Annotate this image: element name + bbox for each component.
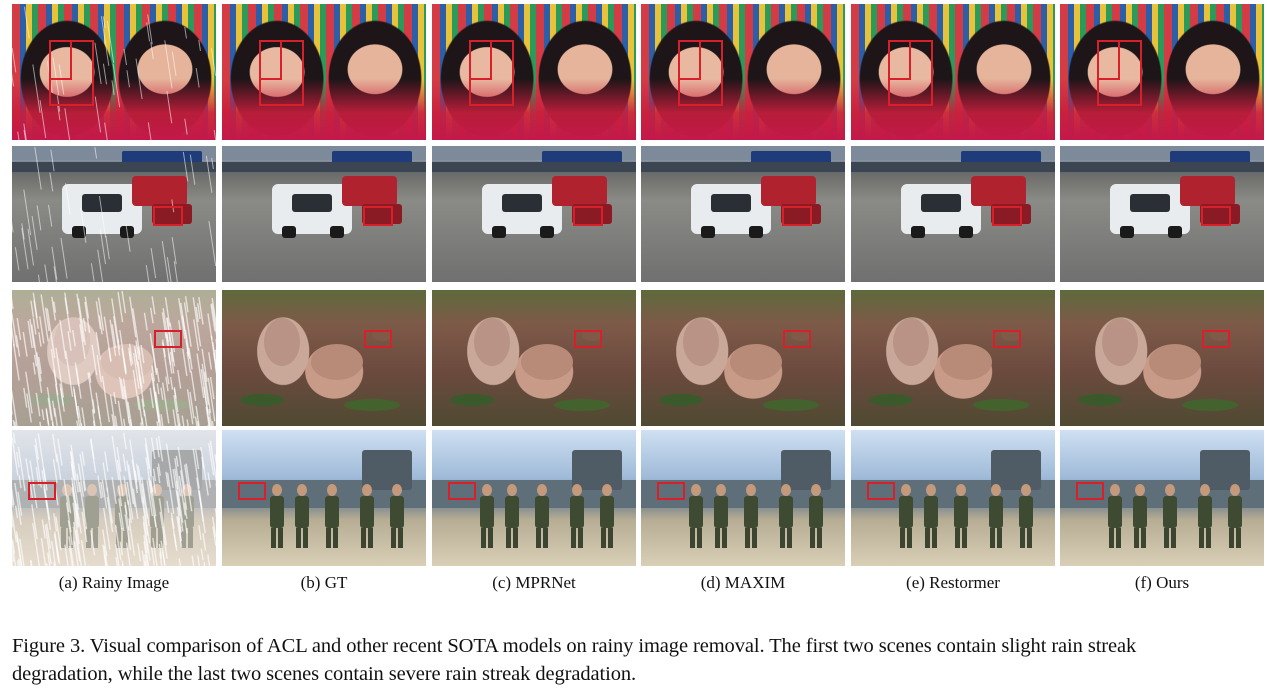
caption-line-1: Figure 3. Visual comparison of ACL and o… <box>12 635 1137 657</box>
highlight-box <box>364 330 392 348</box>
image-row4-col4 <box>641 430 845 566</box>
highlight-box-inner <box>888 40 911 80</box>
image-row1-col5 <box>851 4 1055 140</box>
image-row4-col6 <box>1060 430 1264 566</box>
highlight-box <box>783 330 811 348</box>
image-row3-col6 <box>1060 290 1264 426</box>
image-row4-col2 <box>222 430 426 566</box>
image-row2-col4 <box>641 146 845 282</box>
column-label-gt: (b) GT <box>300 573 348 592</box>
image-row4-col1 <box>12 430 216 566</box>
highlight-box <box>574 330 602 348</box>
highlight-box <box>782 206 812 226</box>
highlight-box <box>363 206 393 226</box>
column-label-ours: (f) Ours <box>1134 573 1190 592</box>
image-row2-col5 <box>851 146 1055 282</box>
image-row3-col1 <box>12 290 216 426</box>
column-label-maxim: (d) MAXIM <box>700 573 786 592</box>
highlight-box <box>1076 482 1104 500</box>
image-row1-col1 <box>12 4 216 140</box>
image-row2-col2 <box>222 146 426 282</box>
image-row3-col3 <box>432 290 636 426</box>
image-row3-col5 <box>851 290 1055 426</box>
highlight-box <box>28 482 56 500</box>
image-row4-col5 <box>851 430 1055 566</box>
figure-caption: Figure 3. Visual comparison of ACL and o… <box>12 632 1262 688</box>
highlight-box-inner <box>678 40 701 80</box>
image-row2-col6 <box>1060 146 1264 282</box>
highlight-box <box>993 330 1021 348</box>
caption-line-2: degradation, while the last two scenes c… <box>12 663 637 685</box>
figure-image-grid <box>12 4 1265 566</box>
highlight-box <box>1201 206 1231 226</box>
highlight-box <box>573 206 603 226</box>
highlight-box-inner <box>49 40 72 80</box>
highlight-box <box>657 482 685 500</box>
highlight-box-inner <box>469 40 492 80</box>
highlight-box <box>238 482 266 500</box>
highlight-box-inner <box>259 40 282 80</box>
highlight-box <box>867 482 895 500</box>
highlight-box-inner <box>1097 40 1120 80</box>
image-row1-col3 <box>432 4 636 140</box>
highlight-box <box>153 206 183 226</box>
image-row3-col2 <box>222 290 426 426</box>
column-label-mprnet: (c) MPRNet <box>492 573 576 592</box>
image-row1-col4 <box>641 4 845 140</box>
highlight-box <box>154 330 182 348</box>
image-row1-col6 <box>1060 4 1264 140</box>
column-label-restormer: (e) Restormer <box>906 573 1000 592</box>
column-label-rainy: (a) Rainy Image <box>58 573 170 592</box>
highlight-box <box>1202 330 1230 348</box>
image-row2-col1 <box>12 146 216 282</box>
highlight-box <box>448 482 476 500</box>
image-row3-col4 <box>641 290 845 426</box>
image-row4-col3 <box>432 430 636 566</box>
image-row2-col3 <box>432 146 636 282</box>
highlight-box <box>992 206 1022 226</box>
image-row1-col2 <box>222 4 426 140</box>
